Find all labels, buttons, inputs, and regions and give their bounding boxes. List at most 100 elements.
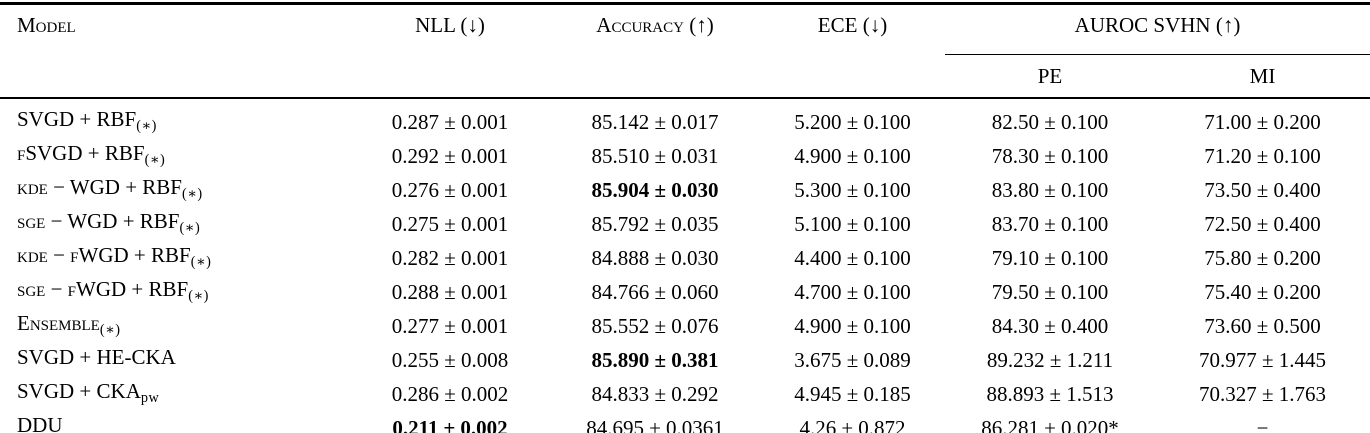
model-name-cell: SVGD + RBF(∗) <box>0 98 350 140</box>
model-subscript: (∗) <box>144 151 166 168</box>
auroc-mi-value-cell: 75.40 ± 0.200 <box>1204 280 1321 305</box>
accuracy-value-cell: 84.766 ± 0.060 <box>591 280 719 305</box>
accuracy-value-cell: 85.142 ± 0.017 <box>591 110 719 135</box>
nll-value-cell: 0.286 ± 0.002 <box>391 382 509 407</box>
auroc-mi-value-cell: 70.977 ± 1.445 <box>1198 348 1327 373</box>
auroc-pe-value-cell: 86.281 ± 0.020* <box>981 416 1119 433</box>
model-name-cell: DDU <box>0 412 350 433</box>
auroc-mi-value-cell: 73.60 ± 0.500 <box>1204 314 1321 339</box>
auroc-pe-value-cell: 82.50 ± 0.100 <box>991 110 1109 135</box>
model-name-cell: kde − fWGD + RBF(∗) <box>0 242 350 276</box>
accuracy-value-cell: 85.792 ± 0.035 <box>591 212 719 237</box>
ece-value-cell: 4.900 ± 0.100 <box>794 314 911 339</box>
accuracy-value-cell: 85.904 ± 0.030 <box>591 178 719 203</box>
auroc-mi-value-cell: − <box>1256 416 1269 433</box>
ece-value-cell: 5.300 ± 0.100 <box>794 178 911 203</box>
model-name-cell: sge − fWGD + RBF(∗) <box>0 276 350 310</box>
model-name: SVGD + CKA <box>17 378 141 403</box>
nll-value-cell: 0.288 ± 0.001 <box>391 280 509 305</box>
auroc-pe-value-cell: 79.10 ± 0.100 <box>991 246 1109 271</box>
auroc-mi-value-cell: 71.20 ± 0.100 <box>1204 144 1321 169</box>
model-subscript: (∗) <box>179 219 201 236</box>
model-name-cell: kde − WGD + RBF(∗) <box>0 174 350 208</box>
column-header-auroc-svhn: AUROC SVHN (↑) <box>945 3 1370 55</box>
ece-value-cell: 4.400 ± 0.100 <box>794 246 911 271</box>
auroc-pe-value-cell: 83.80 ± 0.100 <box>991 178 1109 203</box>
table-row: DDU 0.211 ± 0.002 84.695 ± 0.0361 4.26 ±… <box>0 412 1370 433</box>
table-body: SVGD + RBF(∗) 0.287 ± 0.001 85.142 ± 0.0… <box>0 98 1370 433</box>
ece-value-cell: 4.945 ± 0.185 <box>794 382 911 407</box>
accuracy-value-cell: 84.695 ± 0.0361 <box>586 416 724 433</box>
table-header: Model NLL (↓) Accuracy (↑) ECE (↓) AUROC… <box>0 3 1370 99</box>
auroc-pe-value-cell: 78.30 ± 0.100 <box>991 144 1109 169</box>
ece-value-cell: 4.700 ± 0.100 <box>794 280 911 305</box>
table-row: fSVGD + RBF(∗) 0.292 ± 0.001 85.510 ± 0.… <box>0 140 1370 174</box>
column-header-model: Model <box>17 13 76 37</box>
nll-value-cell: 0.282 ± 0.001 <box>391 246 509 271</box>
nll-value-cell: 0.287 ± 0.001 <box>391 110 509 135</box>
header-row-main: Model NLL (↓) Accuracy (↑) ECE (↓) AUROC… <box>0 3 1370 55</box>
model-subscript: (∗) <box>181 185 203 202</box>
table-row: Ensemble(∗) 0.277 ± 0.001 85.552 ± 0.076… <box>0 310 1370 344</box>
model-name-cell: SVGD + HE-CKA <box>0 344 350 378</box>
model-name-cell: SVGD + CKApw <box>0 378 350 412</box>
model-name: sge − WGD + RBF <box>17 208 180 233</box>
auroc-mi-value-cell: 72.50 ± 0.400 <box>1204 212 1321 237</box>
nll-value-cell: 0.211 ± 0.002 <box>392 416 508 433</box>
model-subscript: (∗) <box>136 117 157 134</box>
model-subscript: (∗) <box>99 321 121 338</box>
column-header-pe: PE <box>1037 63 1063 88</box>
nll-value-cell: 0.255 ± 0.008 <box>391 348 509 373</box>
model-name-cell: sge − WGD + RBF(∗) <box>0 208 350 242</box>
auroc-pe-value-cell: 83.70 ± 0.100 <box>991 212 1109 237</box>
auroc-pe-value-cell: 79.50 ± 0.100 <box>991 280 1109 305</box>
model-subscript: (∗) <box>190 253 212 270</box>
ece-value-cell: 4.26 ± 0.872 <box>799 416 906 433</box>
table-row: SVGD + CKApw 0.286 ± 0.002 84.833 ± 0.29… <box>0 378 1370 412</box>
table-row: SVGD + RBF(∗) 0.287 ± 0.001 85.142 ± 0.0… <box>0 98 1370 140</box>
accuracy-value-cell: 85.890 ± 0.381 <box>591 348 719 373</box>
table-row: SVGD + HE-CKA 0.255 ± 0.008 85.890 ± 0.3… <box>0 344 1370 378</box>
accuracy-value-cell: 85.510 ± 0.031 <box>591 144 719 169</box>
table-row: sge − WGD + RBF(∗) 0.275 ± 0.001 85.792 … <box>0 208 1370 242</box>
auroc-mi-value-cell: 73.50 ± 0.400 <box>1204 178 1321 203</box>
auroc-pe-value-cell: 88.893 ± 1.513 <box>986 382 1114 407</box>
column-header-ece: ECE (↓) <box>817 13 888 37</box>
nll-value-cell: 0.275 ± 0.001 <box>391 212 509 237</box>
nll-value-cell: 0.292 ± 0.001 <box>391 144 509 169</box>
model-name: SVGD + RBF <box>17 107 137 131</box>
ece-value-cell: 3.675 ± 0.089 <box>794 348 911 373</box>
accuracy-value-cell: 84.833 ± 0.292 <box>591 382 719 407</box>
nll-value-cell: 0.276 ± 0.001 <box>391 178 509 203</box>
model-subscript: (∗) <box>188 287 209 304</box>
ece-value-cell: 5.100 ± 0.100 <box>794 212 911 237</box>
ece-value-cell: 5.200 ± 0.100 <box>794 110 911 135</box>
model-name: fSVGD + RBF <box>17 140 145 165</box>
accuracy-value-cell: 84.888 ± 0.030 <box>591 246 719 271</box>
model-name-cell: fSVGD + RBF(∗) <box>0 140 350 174</box>
model-name: Ensemble <box>17 310 100 335</box>
model-name: kde − WGD + RBF <box>17 174 182 199</box>
auroc-pe-value-cell: 84.30 ± 0.400 <box>991 314 1109 339</box>
header-row-sub: PE MI <box>0 55 1370 99</box>
column-header-accuracy: Accuracy (↑) <box>596 13 714 37</box>
auroc-pe-value-cell: 89.232 ± 1.211 <box>986 348 1114 373</box>
auroc-mi-value-cell: 70.327 ± 1.763 <box>1198 382 1327 407</box>
model-name: kde − fWGD + RBF <box>17 242 191 267</box>
model-subscript: pw <box>140 389 160 406</box>
table-row: kde − fWGD + RBF(∗) 0.282 ± 0.001 84.888… <box>0 242 1370 276</box>
ece-value-cell: 4.900 ± 0.100 <box>794 144 911 169</box>
auroc-mi-value-cell: 71.00 ± 0.200 <box>1204 110 1321 135</box>
model-name: SVGD + HE-CKA <box>17 344 176 369</box>
table-row: kde − WGD + RBF(∗) 0.276 ± 0.001 85.904 … <box>0 174 1370 208</box>
column-header-nll: NLL (↓) <box>415 13 485 37</box>
column-header-mi: MI <box>1249 63 1276 88</box>
model-name: sge − fWGD + RBF <box>17 276 189 301</box>
accuracy-value-cell: 85.552 ± 0.076 <box>591 314 719 339</box>
table-row: sge − fWGD + RBF(∗) 0.288 ± 0.001 84.766… <box>0 276 1370 310</box>
model-name-cell: Ensemble(∗) <box>0 310 350 344</box>
model-name: DDU <box>17 412 63 433</box>
nll-value-cell: 0.277 ± 0.001 <box>391 314 509 339</box>
